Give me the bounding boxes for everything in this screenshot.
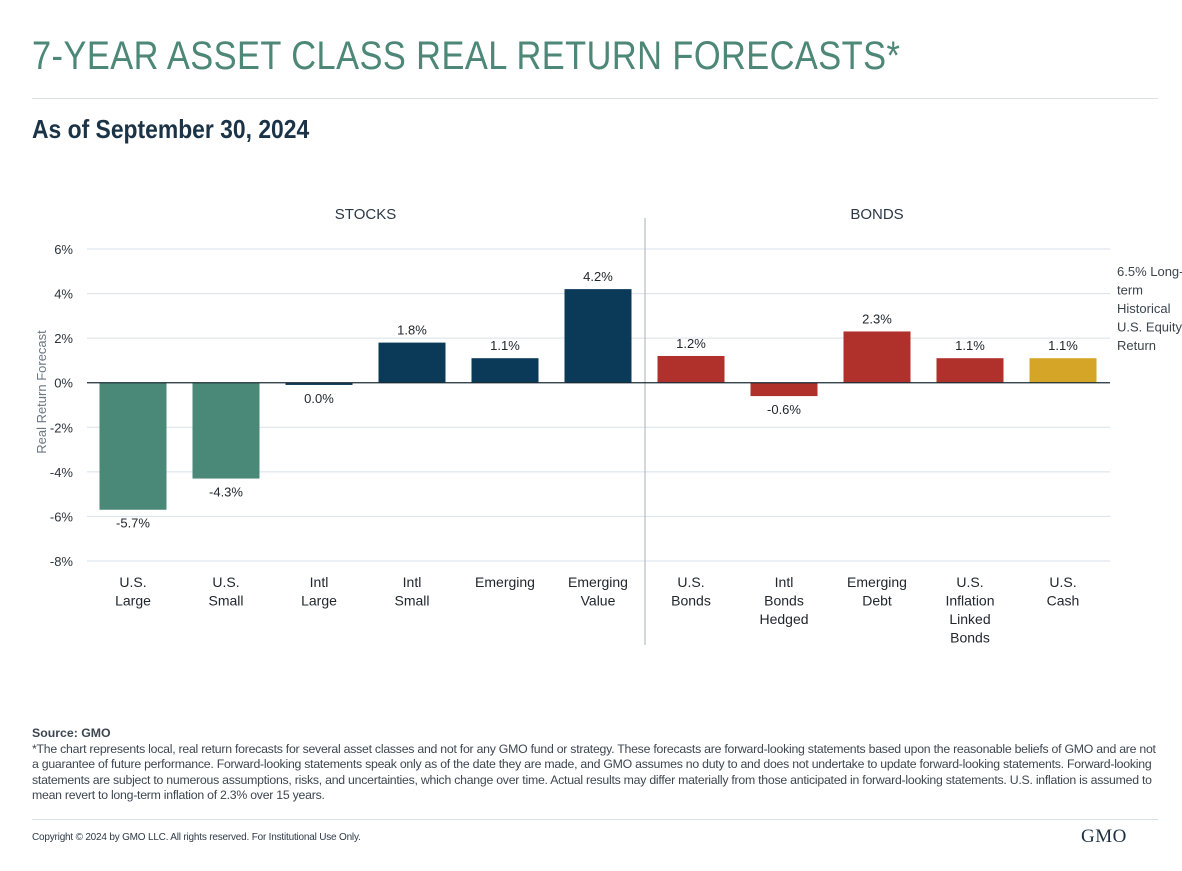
bar [378, 342, 446, 383]
category-label: Emerging Debt [847, 574, 907, 609]
category-label-line: Cash [1047, 593, 1080, 609]
value-label: -4.3% [209, 485, 243, 500]
y-tick-label: 0% [54, 376, 73, 391]
page-subtitle: As of September 30, 2024 [32, 114, 310, 144]
footnote: Source: GMO *The chart represents local,… [32, 726, 1162, 804]
y-tick-label: -6% [50, 509, 74, 524]
value-label: 1.2% [676, 336, 706, 351]
gmo-logo: GMO [1081, 826, 1127, 847]
category-label-line: Bonds [764, 593, 804, 609]
bar [936, 358, 1004, 383]
value-label: 1.1% [955, 338, 985, 353]
bar [471, 358, 539, 383]
category-label-line: Bonds [671, 593, 711, 609]
bar [1029, 358, 1097, 383]
category-label-line: Linked [949, 611, 990, 627]
y-tick-label: -8% [50, 554, 74, 569]
bar [285, 382, 353, 385]
category-label-line: Large [115, 593, 151, 609]
y-tick-label: -2% [50, 420, 74, 435]
category-label-line: U.S. [212, 574, 239, 590]
annotation: 6.5% Long-term Historical U.S. Equity Retur… [1117, 264, 1182, 353]
y-axis: 6% 4% 2% 0% -2% -4% -6% -8% [50, 242, 74, 569]
value-label: 1.1% [1048, 338, 1078, 353]
category-label: Emerging [475, 574, 535, 590]
category-label-line: U.S. [119, 574, 146, 590]
category-label-line: Inflation [945, 593, 994, 609]
x-axis: U.S. Large U.S. Small Intl Large Intl Small Emer… [115, 574, 1079, 646]
group-label: BONDS [850, 206, 903, 223]
category-label: U.S. Cash [1047, 574, 1080, 609]
value-label: 2.3% [862, 311, 892, 326]
value-label: 1.8% [397, 323, 427, 338]
title-divider [32, 98, 1158, 99]
category-label-line: Large [301, 593, 337, 609]
annotation-text: 6.5% Long-term Historical U.S. Equity Retur… [1117, 264, 1182, 353]
bar [192, 382, 260, 479]
category-label-line: U.S. [1049, 574, 1076, 590]
category-label: U.S. Inflation Linked Bonds [945, 574, 994, 646]
disclaimer-text: *The chart represents local, real return… [32, 741, 1156, 803]
copyright-text: Copyright © 2024 by GMO LLC. All rights … [32, 832, 361, 843]
category-label-line: Intl [310, 574, 329, 590]
bars [87, 289, 1110, 510]
value-labels: -5.7% -4.3% 0.0% 1.8% 1.1% 4.2% 1.2% -0.6% 2.3% 1… [116, 269, 1078, 531]
category-label: Intl Small [394, 574, 429, 609]
category-label: Intl Bonds Hedged [759, 574, 808, 627]
category-label: Intl Large [301, 574, 337, 609]
value-label: 1.1% [490, 338, 520, 353]
category-label: U.S. Large [115, 574, 151, 609]
annotation-line: U.S. Equity [1117, 320, 1182, 335]
category-label-line: Small [394, 593, 429, 609]
y-tick-label: 2% [54, 331, 73, 346]
annotation-line: Return [1117, 338, 1156, 353]
category-label-line: Debt [862, 593, 892, 609]
category-label-line: Small [208, 593, 243, 609]
category-label-line: Emerging [568, 574, 628, 590]
value-label: 0.0% [304, 391, 334, 406]
annotation-line: Historical [1117, 301, 1171, 316]
category-label: U.S. Small [208, 574, 243, 609]
group-label: STOCKS [335, 206, 396, 223]
category-label: U.S. Bonds [671, 574, 711, 609]
bar [657, 355, 725, 383]
category-label-line: Emerging [847, 574, 907, 590]
annotation-line: 6.5% Long- [1117, 264, 1182, 279]
bar-chart: 6% 4% 2% 0% -2% -4% -6% -8% Real Return Forecas… [34, 206, 1182, 646]
annotation-line: term [1117, 283, 1143, 298]
category-label-line: U.S. [677, 574, 704, 590]
category-label-line: Intl [403, 574, 422, 590]
y-tick-label: 6% [54, 242, 73, 257]
value-label: 4.2% [583, 269, 613, 284]
category-label-line: Bonds [950, 630, 990, 646]
category-label-line: Emerging [475, 574, 535, 590]
bar [843, 331, 911, 383]
source-label: Source: GMO [32, 726, 111, 740]
y-tick-label: -4% [50, 465, 74, 480]
group-labels: STOCKS BONDS [335, 206, 904, 223]
bar [99, 382, 167, 510]
y-tick-label: 4% [54, 287, 73, 302]
bar [564, 289, 632, 383]
category-label-line: Intl [775, 574, 794, 590]
category-label: Emerging Value [568, 574, 628, 609]
category-label-line: Value [581, 593, 616, 609]
value-label: -0.6% [767, 402, 801, 417]
footer-divider [32, 819, 1158, 820]
y-axis-label: Real Return Forecast [34, 330, 49, 454]
bar [750, 382, 818, 397]
category-label-line: Hedged [759, 611, 808, 627]
category-label-line: U.S. [956, 574, 983, 590]
value-label: -5.7% [116, 516, 150, 531]
page-title: 7-YEAR ASSET CLASS REAL RETURN FORECASTS… [32, 34, 901, 78]
